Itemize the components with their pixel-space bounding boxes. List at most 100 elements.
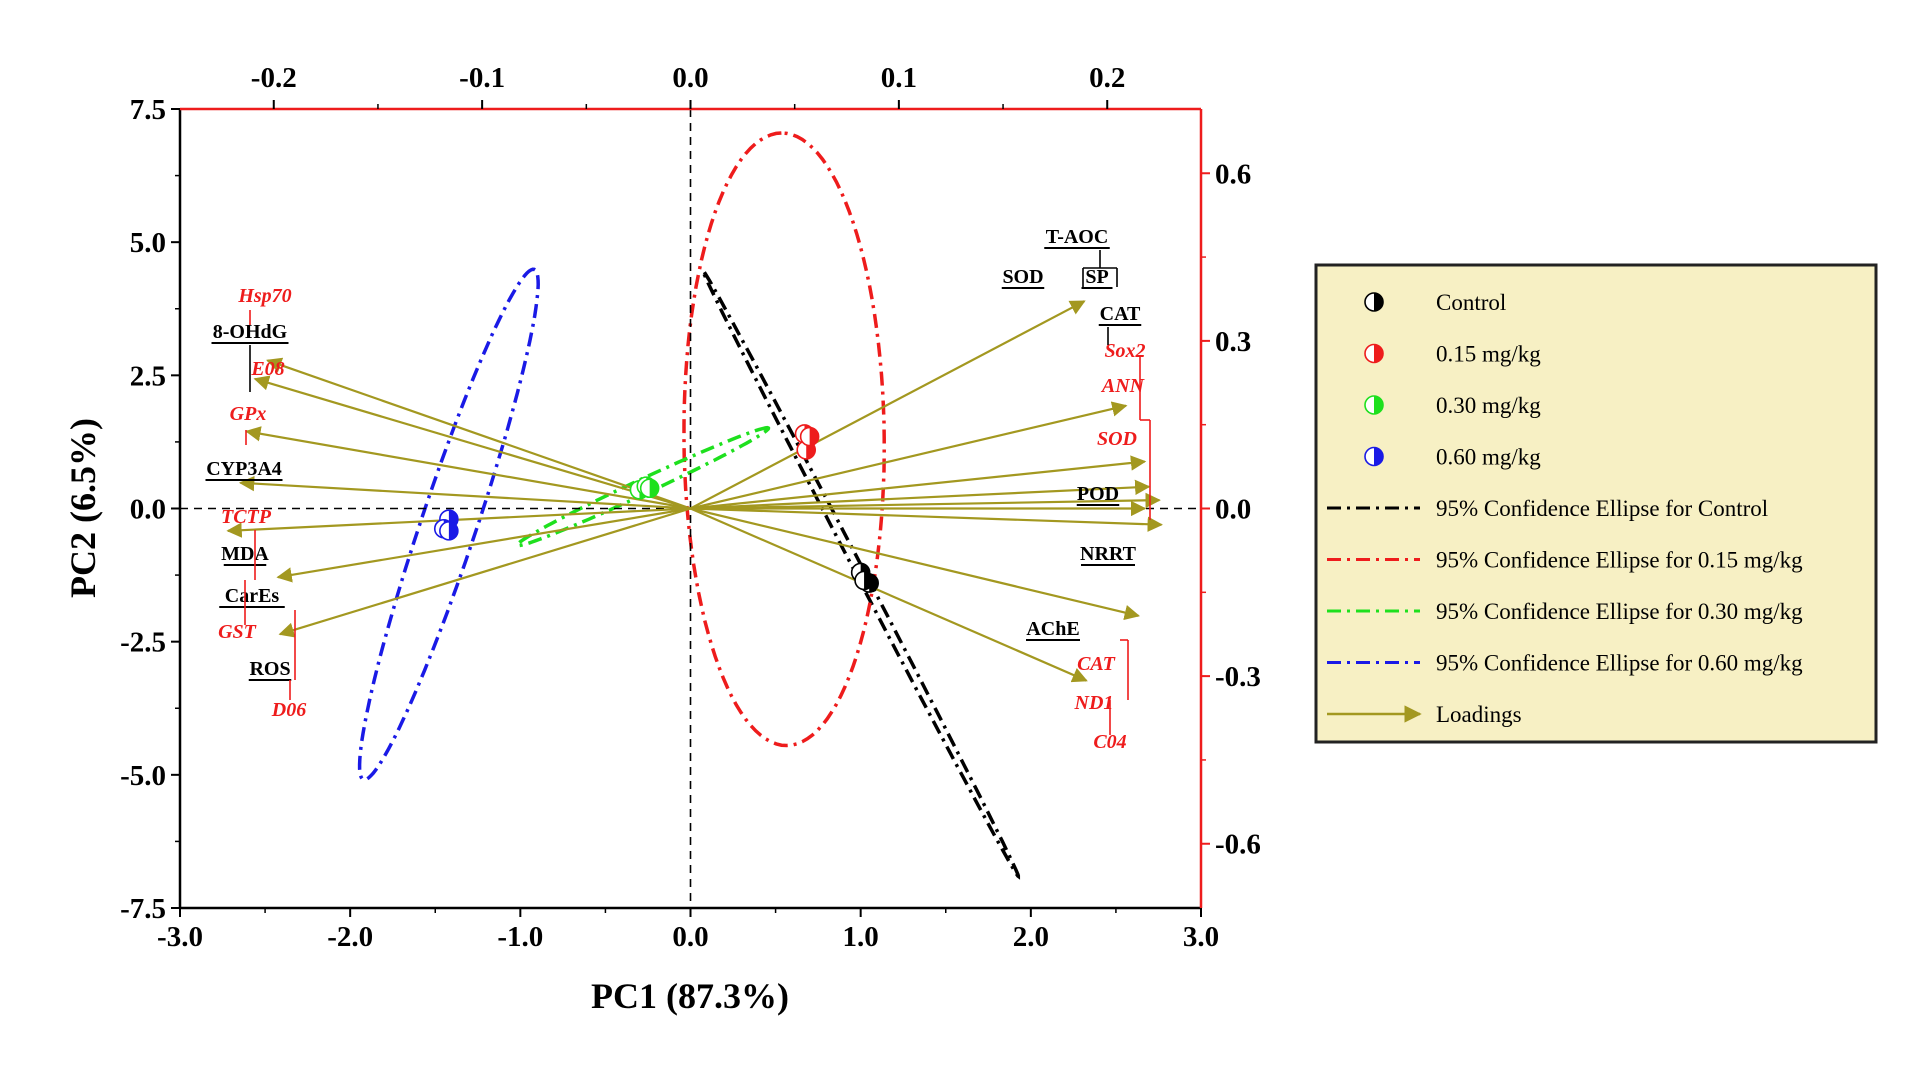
right-tick-label: 0.0: [1215, 494, 1251, 526]
marker-fill: [1374, 293, 1383, 311]
loading-label: ANN: [1100, 375, 1146, 397]
loading-label: TCTP: [221, 506, 272, 528]
marker-fill: [864, 571, 874, 590]
loading-label: ND1: [1074, 692, 1114, 714]
axis-ticks: -3.0 -2.0 -1.0 0.0 1.0 2.0 3.0 7.5 5.0 2.5 0.0 -2.5…: [120, 62, 1261, 953]
loading-label: T-AOC: [1046, 226, 1109, 248]
loading-arrow: [276, 507, 691, 583]
marker-fill: [1374, 344, 1383, 363]
loading-label: CAT: [1100, 303, 1141, 325]
right-tick-label: 0.6: [1215, 158, 1251, 190]
loading-label: MDA: [221, 543, 269, 565]
score-point: [439, 521, 459, 541]
y-tick-label: -7.5: [120, 893, 166, 925]
loading-label: CarEs: [225, 585, 280, 607]
x-tick-label: -3.0: [157, 921, 203, 953]
legend-label: 95% Confidence Ellipse for Control: [1436, 496, 1768, 521]
loading-arrow: [690, 479, 1151, 510]
loading-label: GST: [218, 621, 257, 643]
legend-label: 0.60 mg/kg: [1436, 445, 1541, 470]
loading-label: POD: [1077, 483, 1119, 505]
loading-label: E08: [250, 358, 284, 380]
score-point: [854, 570, 874, 591]
top-tick-label: -0.2: [251, 62, 297, 94]
loading-label: GPx: [230, 403, 267, 425]
legend-label: 95% Confidence Ellipse for 0.15 mg/kg: [1436, 548, 1803, 573]
loading-arrow: [690, 507, 1163, 532]
x-tick-label: -1.0: [497, 921, 543, 953]
legend-marker: [1364, 395, 1384, 415]
loading-label: 8-OHdG: [213, 321, 288, 343]
x-tick-label: 3.0: [1183, 921, 1219, 953]
loading-label: C04: [1093, 731, 1126, 753]
loadings-layer: [226, 300, 1163, 683]
legend-label: 0.15 mg/kg: [1436, 342, 1541, 367]
top-tick-label: 0.2: [1089, 62, 1125, 94]
loading-arrow: [266, 357, 691, 510]
loading-arrow: [226, 507, 691, 538]
confidence-ellipse-0: [701, 267, 1021, 880]
legend-marker: [1364, 292, 1384, 312]
x-axis-label: PC1 (87.3%): [591, 976, 789, 1016]
top-tick-label: 0.0: [672, 62, 708, 94]
marker-fill: [1374, 396, 1383, 414]
loading-label: ROS: [249, 658, 290, 680]
loading-arrow: [690, 507, 1088, 683]
legend-marker: [1364, 446, 1384, 467]
loading-label: CYP3A4: [206, 458, 282, 480]
score-point: [799, 426, 820, 447]
legend-box: [1314, 263, 1878, 744]
loading-arrow: [253, 375, 691, 510]
legend-marker: [1364, 343, 1384, 364]
marker-fill: [1374, 447, 1383, 466]
marker-fill: [448, 521, 458, 540]
y-tick-label: -2.5: [120, 627, 166, 659]
x-tick-label: 0.0: [672, 921, 708, 953]
right-tick-label: -0.3: [1215, 661, 1261, 693]
ellipse-layer: [357, 131, 1021, 880]
legend-label: Loadings: [1436, 702, 1522, 727]
x-tick-label: 1.0: [843, 921, 879, 953]
loading-arrow: [690, 507, 1140, 621]
loading-label: AChE: [1026, 618, 1079, 640]
x-tick-label: -2.0: [327, 921, 373, 953]
y-tick-label: 7.5: [130, 94, 166, 126]
loading-label: NRRT: [1080, 543, 1137, 565]
legend: Control 0.15 mg/kg 0.30 mg/kg 0.60 mg/kg 95%…: [1314, 263, 1878, 744]
top-tick-label: -0.1: [459, 62, 505, 94]
x-tick-label: 2.0: [1013, 921, 1049, 953]
loading-label: Sox2: [1104, 340, 1145, 362]
loading-label: D06: [271, 699, 306, 721]
right-tick-label: 0.3: [1215, 326, 1251, 358]
legend-label: 95% Confidence Ellipse for 0.60 mg/kg: [1436, 651, 1803, 676]
y-tick-label: 5.0: [130, 227, 166, 259]
confidence-ellipse-3: [357, 267, 540, 782]
loading-arrow: [690, 401, 1128, 510]
loading-label: SP: [1085, 266, 1108, 288]
score-point: [639, 478, 660, 499]
y-axis-label: PC2 (6.5%): [63, 418, 103, 598]
confidence-ellipse-2: [515, 425, 771, 548]
loading-arrow: [245, 426, 691, 510]
y-tick-label: 0.0: [130, 494, 166, 526]
loading-arrow: [690, 492, 1161, 510]
loading-arrow: [278, 507, 691, 638]
loading-arrow: [690, 455, 1147, 510]
confidence-ellipse-1: [682, 131, 886, 748]
loading-label: SOD: [1002, 266, 1043, 288]
legend-label: Control: [1436, 290, 1506, 315]
loading-label: SOD: [1097, 428, 1137, 450]
top-tick-label: 0.1: [881, 62, 917, 94]
y-tick-label: 2.5: [130, 360, 166, 392]
marker-fill: [809, 427, 819, 446]
y-tick-label: -5.0: [120, 760, 166, 792]
legend-label: 0.30 mg/kg: [1436, 393, 1541, 418]
right-tick-label: -0.6: [1215, 829, 1261, 861]
loading-arrow: [238, 475, 691, 510]
loading-label: Hsp70: [237, 285, 291, 307]
marker-fill: [649, 479, 659, 498]
scores-layer: [433, 424, 879, 593]
loading-arrow: [689, 300, 1086, 510]
loading-label: CAT: [1077, 653, 1116, 675]
